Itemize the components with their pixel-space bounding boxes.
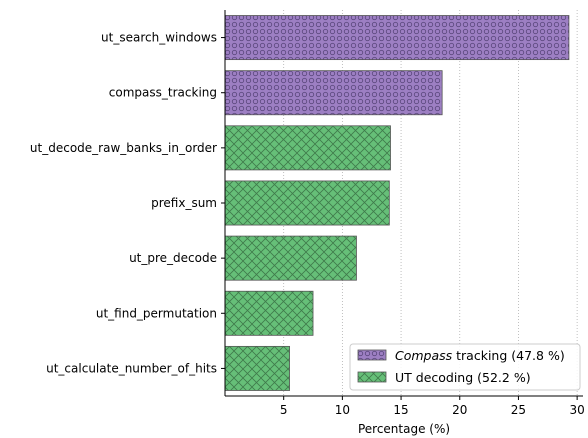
bar-ut-find-permutation	[224, 290, 314, 336]
x-tick-label: 20	[452, 403, 467, 417]
legend-box	[349, 343, 581, 391]
x-tick-label: 30	[569, 403, 584, 417]
bar-ut-decode-raw-banks-in-order	[224, 125, 391, 171]
y-tick-label: ut_decode_raw_banks_in_order	[30, 141, 217, 155]
x-tick-label: 25	[511, 403, 526, 417]
legend-swatch-compass	[357, 349, 387, 361]
y-tick-label: ut_pre_decode	[129, 251, 217, 265]
bar-ut-calculate-number-of-hits	[224, 345, 290, 391]
legend-swatch-ut	[357, 371, 387, 383]
y-tick-label: ut_find_permutation	[96, 306, 217, 320]
legend-label-compass: Compass tracking (47.8 %)	[395, 348, 565, 363]
bars	[224, 15, 570, 391]
bar-ut-pre-decode	[224, 235, 357, 281]
bar-prefix-sum	[224, 180, 390, 226]
x-tick-label: 5	[280, 403, 288, 417]
y-tick-label: prefix_sum	[151, 196, 217, 210]
legend-label-ut: UT decoding (52.2 %)	[395, 370, 531, 385]
category-labels: ut_search_windows compass_tracking ut_deco…	[30, 31, 225, 375]
legend: Compass tracking (47.8 %) UT decoding (5…	[349, 343, 581, 391]
bar-compass-tracking	[224, 70, 443, 116]
bar-ut-search-windows	[224, 15, 570, 61]
y-tick-label: ut_calculate_number_of_hits	[46, 361, 217, 375]
x-ticks: 5 10 15 20 25 30	[280, 396, 585, 417]
x-tick-label: 10	[335, 403, 350, 417]
x-axis-label: Percentage (%)	[358, 422, 450, 436]
y-tick-label: compass_tracking	[109, 86, 217, 100]
y-tick-label: ut_search_windows	[101, 31, 217, 45]
x-tick-label: 15	[393, 403, 408, 417]
